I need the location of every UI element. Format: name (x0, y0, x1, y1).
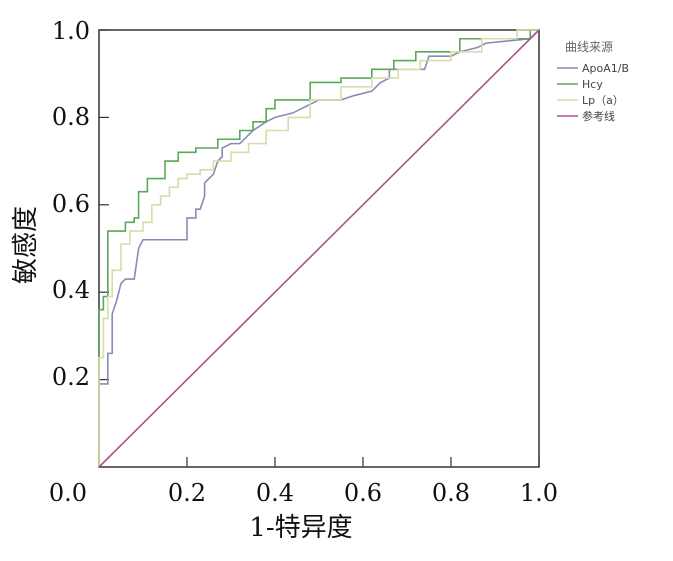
x-axis-title: 1-特异度 (249, 513, 352, 543)
y-tick-label-1.0: 1.0 (52, 17, 90, 45)
y-tick-label-0.4: 0.4 (52, 276, 90, 304)
legend-label-lpa: Lp（a） (582, 94, 624, 107)
y-axis-title: 敏感度 (11, 206, 41, 284)
series-line-lpa (98, 29, 539, 467)
legend-label-apoa1b: ApoA1/B (582, 62, 629, 75)
x-tick-label-0.8: 0.8 (432, 479, 470, 507)
series-line-reference (98, 29, 540, 468)
x-tick-label-1.0: 1.0 (520, 479, 558, 507)
legend: 曲线来源 ApoA1/B Hcy Lp（a） 参考线 (557, 40, 629, 123)
legend-label-hcy: Hcy (582, 78, 603, 91)
y-tick-label-0.6: 0.6 (52, 190, 90, 218)
x-tick-label-0.6: 0.6 (344, 479, 382, 507)
legend-title: 曲线来源 (565, 40, 613, 54)
y-tick-label-0.2: 0.2 (52, 363, 90, 391)
series-line-hcy (98, 29, 539, 467)
y-tick-label-0.8: 0.8 (52, 103, 90, 131)
x-tick-label-0.0: 0.0 (49, 479, 87, 507)
series-lines (98, 29, 540, 468)
x-tick-label-0.4: 0.4 (256, 479, 294, 507)
legend-label-reference: 参考线 (582, 109, 615, 123)
x-tick-label-0.2: 0.2 (168, 479, 206, 507)
